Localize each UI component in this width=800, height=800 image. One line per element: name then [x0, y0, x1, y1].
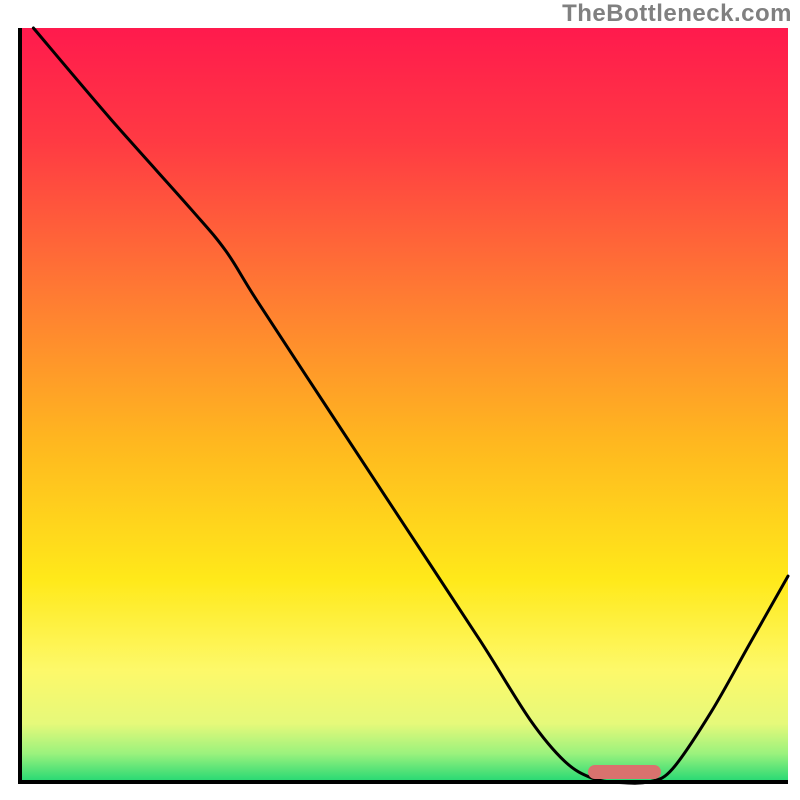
x-axis — [18, 780, 788, 784]
y-axis — [18, 28, 22, 784]
chart-container: TheBottleneck.com — [0, 0, 800, 800]
watermark-text: TheBottleneck.com — [562, 0, 792, 28]
optimal-marker — [588, 765, 661, 779]
curve-line — [18, 28, 788, 784]
plot-area — [18, 28, 788, 784]
